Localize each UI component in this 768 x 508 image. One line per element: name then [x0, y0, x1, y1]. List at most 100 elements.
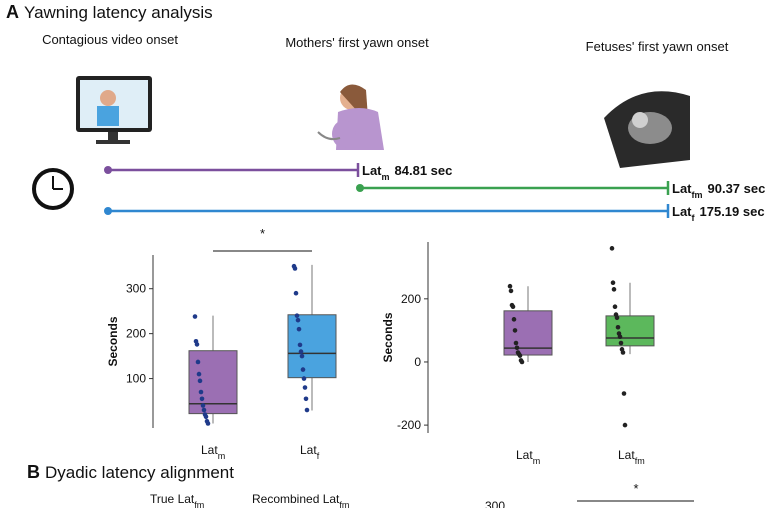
- data-point: [299, 353, 305, 359]
- label-main: Lat: [516, 448, 533, 462]
- data-point: [195, 359, 201, 365]
- sub-label: Latf 175.19 sec: [672, 204, 765, 223]
- sub-label: Latfm: [618, 448, 645, 466]
- data-point: [297, 342, 303, 348]
- sub-label: Latm: [201, 443, 225, 461]
- data-point: [512, 328, 518, 333]
- data-point: [196, 371, 202, 377]
- label-main: Lat: [362, 163, 382, 178]
- data-point: [298, 349, 304, 354]
- event-label: Mothers' first yawn onset: [285, 35, 429, 50]
- label-main: Lat: [672, 181, 692, 196]
- label-main: True Lat: [150, 492, 195, 506]
- y-axis-label: Seconds: [106, 316, 120, 366]
- timeline-start: [104, 207, 112, 215]
- monitor-icon: [76, 76, 152, 144]
- data-point: [295, 317, 301, 323]
- data-point: [610, 280, 616, 286]
- data-point: [517, 353, 523, 358]
- y-tick-label: 100: [126, 372, 146, 386]
- data-point: [197, 378, 203, 384]
- y-tick-label: 200: [126, 327, 146, 341]
- clock-icon: [32, 168, 74, 210]
- sub-label: Latm: [516, 448, 540, 466]
- label-sub: m: [218, 451, 226, 461]
- label-sub: m: [533, 456, 541, 466]
- y-tick-label: 200: [401, 292, 421, 306]
- y-tick-label: 300: [126, 282, 146, 296]
- data-point: [199, 396, 205, 402]
- box: [605, 315, 655, 347]
- y-axis-label: Seconds: [381, 312, 395, 362]
- y-tick-label: 0: [414, 355, 421, 369]
- data-point: [514, 345, 520, 351]
- label-rest: 84.81 sec: [395, 163, 453, 178]
- data-point: [513, 340, 519, 346]
- label-rest: 90.37 sec: [708, 181, 766, 196]
- data-point: [618, 340, 624, 346]
- sub-label: Latfm 90.37 sec: [672, 181, 765, 200]
- data-point: [510, 304, 516, 310]
- data-point: [301, 376, 307, 381]
- y-tick-label: -200: [397, 418, 421, 432]
- data-point: [519, 359, 525, 365]
- data-point: [292, 266, 298, 271]
- data-point: [304, 407, 310, 413]
- timeline-start: [104, 166, 112, 174]
- data-point: [302, 385, 308, 390]
- sub-label: Latf: [300, 443, 320, 461]
- label-sub: f: [317, 451, 320, 461]
- data-point: [293, 290, 299, 296]
- data-point: [615, 324, 621, 330]
- data-point: [617, 334, 623, 340]
- sub-label: Recombined Latfm: [252, 492, 349, 508]
- label-main: Lat: [300, 443, 317, 457]
- mother-icon: [317, 84, 384, 150]
- data-point: [611, 287, 617, 292]
- label-sub: fm: [635, 456, 645, 466]
- data-point: [621, 391, 627, 396]
- data-point: [507, 283, 513, 289]
- data-point: [511, 317, 517, 322]
- panel-title: Dyadic latency alignment: [45, 463, 234, 482]
- data-point: [296, 326, 302, 332]
- data-point: [620, 350, 626, 355]
- label-rest: 175.19 sec: [700, 204, 765, 219]
- label-sub: fm: [692, 190, 703, 200]
- data-point: [508, 288, 514, 294]
- significance: *: [260, 226, 265, 241]
- ultrasound-icon: [604, 91, 690, 168]
- data-point: [622, 422, 628, 428]
- panel-label: B: [27, 462, 40, 482]
- significance: *: [633, 481, 638, 496]
- data-point: [294, 313, 300, 318]
- data-point: [203, 414, 209, 420]
- data-point: [205, 421, 211, 426]
- box: [287, 314, 337, 379]
- data-point: [198, 389, 204, 395]
- label-main: Recombined Lat: [252, 492, 340, 506]
- label-main: Lat: [201, 443, 218, 457]
- data-point: [200, 403, 206, 408]
- data-point: [194, 342, 200, 347]
- tick-label: 300: [485, 499, 505, 508]
- data-point: [303, 396, 309, 402]
- panel-label: A: [6, 2, 19, 22]
- data-point: [609, 246, 615, 251]
- data-point: [612, 304, 618, 310]
- data-point: [300, 367, 306, 372]
- label-main: Lat: [618, 448, 635, 462]
- event-label: Fetuses' first yawn onset: [586, 39, 729, 54]
- sub-label: True Latfm: [150, 492, 204, 508]
- data-point: [614, 315, 620, 321]
- sub-label: Latm 84.81 sec: [362, 163, 452, 182]
- event-label: Contagious video onset: [42, 32, 178, 47]
- label-sub: fm: [194, 500, 204, 508]
- label-sub: f: [692, 213, 696, 223]
- label-sub: fm: [339, 500, 349, 508]
- panel-title: Yawning latency analysis: [24, 3, 213, 22]
- label-sub: m: [382, 172, 390, 182]
- data-point: [192, 314, 198, 319]
- timeline-start: [356, 184, 364, 192]
